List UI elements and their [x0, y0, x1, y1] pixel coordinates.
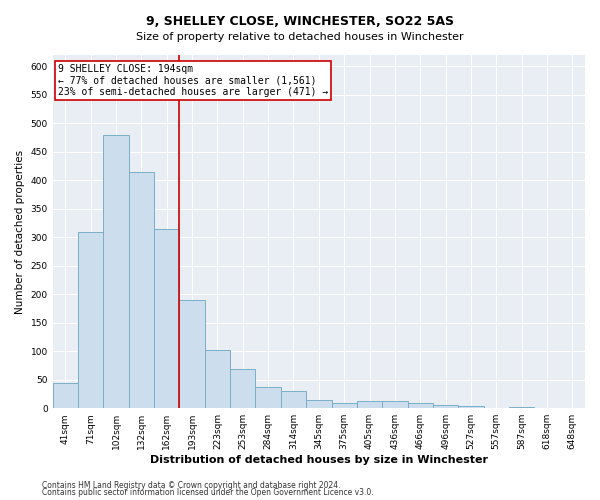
Bar: [407, 403, 433, 408]
Bar: [306, 400, 332, 408]
Text: 9 SHELLEY CLOSE: 194sqm
← 77% of detached houses are smaller (1,561)
23% of semi: 9 SHELLEY CLOSE: 194sqm ← 77% of detache…: [58, 64, 328, 97]
Bar: [154, 229, 179, 408]
Bar: [382, 402, 407, 408]
Bar: [357, 401, 382, 408]
Text: Contains public sector information licensed under the Open Government Licence v3: Contains public sector information licen…: [42, 488, 374, 497]
Bar: [332, 402, 357, 408]
Text: Size of property relative to detached houses in Winchester: Size of property relative to detached ho…: [136, 32, 464, 42]
X-axis label: Distribution of detached houses by size in Winchester: Distribution of detached houses by size …: [150, 455, 488, 465]
Bar: [509, 407, 535, 408]
Bar: [78, 232, 103, 408]
Bar: [458, 406, 484, 408]
Text: Contains HM Land Registry data © Crown copyright and database right 2024.: Contains HM Land Registry data © Crown c…: [42, 480, 341, 490]
Bar: [179, 300, 205, 408]
Bar: [433, 406, 458, 408]
Bar: [103, 135, 129, 408]
Bar: [230, 370, 256, 408]
Y-axis label: Number of detached properties: Number of detached properties: [15, 150, 25, 314]
Bar: [129, 172, 154, 408]
Bar: [205, 350, 230, 408]
Bar: [256, 386, 281, 408]
Bar: [53, 382, 78, 408]
Text: 9, SHELLEY CLOSE, WINCHESTER, SO22 5AS: 9, SHELLEY CLOSE, WINCHESTER, SO22 5AS: [146, 15, 454, 28]
Bar: [281, 391, 306, 408]
